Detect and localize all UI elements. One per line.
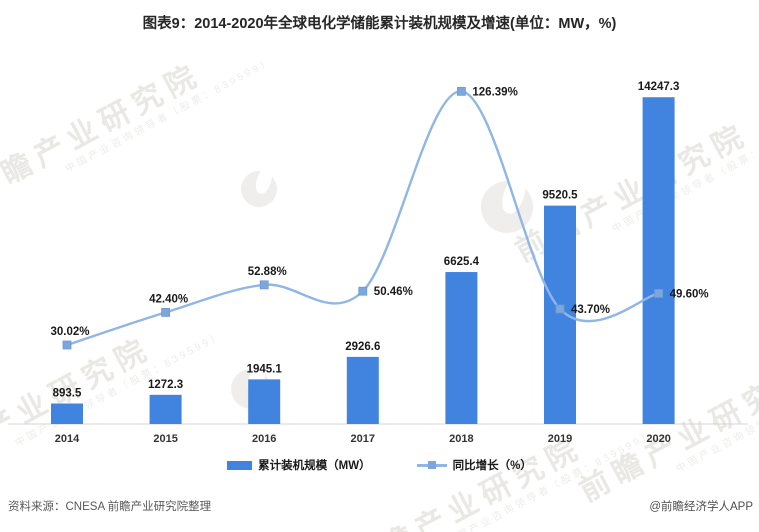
- bar-value-label: 1272.3: [148, 379, 183, 391]
- x-axis-tick-label: 2019: [548, 433, 572, 445]
- source-note: 资料来源：CNESA 前瞻产业研究院整理: [8, 501, 212, 513]
- bar-value-label: 1945.1: [247, 363, 283, 375]
- bar-2014: [51, 403, 83, 424]
- bar-value-label: 14247.3: [638, 81, 680, 93]
- pct-value-label: 50.46%: [374, 286, 413, 298]
- legend-label-yoy-growth: 同比增长（%）: [452, 460, 532, 472]
- x-axis-tick-label: 2014: [55, 433, 80, 445]
- x-axis-tick-label: 2020: [646, 433, 670, 445]
- legend-label-installed-capacity: 累计装机规模（MW）: [258, 460, 371, 472]
- bar-value-label: 9520.5: [542, 190, 578, 202]
- line-marker-2017: [358, 286, 368, 296]
- bar-value-label: 6625.4: [444, 256, 480, 268]
- pct-value-label: 42.40%: [149, 293, 188, 305]
- bar-2019: [544, 205, 576, 424]
- line-marker-2020: [654, 289, 663, 298]
- bar-value-label: 893.5: [53, 388, 82, 400]
- line-marker-2015: [161, 308, 171, 317]
- legend-line-swatch-icon: [416, 460, 447, 469]
- legend-item-yoy-growth: 同比增长（%）: [416, 457, 532, 473]
- x-axis-tick-label: 2018: [449, 433, 473, 445]
- line-marker-2019: [555, 304, 565, 314]
- x-axis-tick-label: 2016: [252, 433, 276, 445]
- legend-line-marker-icon: [427, 460, 436, 469]
- bar-2020: [642, 97, 675, 425]
- pct-value-label: 49.60%: [670, 288, 709, 300]
- x-axis-tick-label: 2015: [153, 433, 177, 445]
- line-marker-2016: [259, 280, 269, 290]
- line-marker-2014: [62, 340, 72, 350]
- bar-2017: [346, 356, 379, 424]
- bar-2015: [149, 394, 182, 424]
- credit-note: @前瞻经济学人APP: [649, 501, 753, 513]
- bar-2016: [248, 379, 281, 424]
- pct-value-label: 30.02%: [50, 326, 89, 338]
- line-marker-2018: [456, 86, 466, 96]
- pct-value-label: 52.88%: [248, 266, 287, 278]
- legend-item-installed-capacity: 累计装机规模（MW）: [227, 457, 371, 473]
- pct-value-label: 43.70%: [571, 304, 610, 316]
- bar-value-label: 2926.6: [345, 341, 380, 353]
- chart-legend: 累计装机规模（MW） 同比增长（%）: [0, 457, 759, 473]
- chart-title: 图表9：2014-2020年全球电化学储能累计装机规模及增速(单位：MW，%): [142, 16, 617, 32]
- legend-bar-swatch-icon: [227, 460, 253, 470]
- x-axis-tick-label: 2017: [351, 433, 375, 445]
- pct-value-label: 126.39%: [472, 86, 517, 98]
- bar-2018: [445, 272, 478, 424]
